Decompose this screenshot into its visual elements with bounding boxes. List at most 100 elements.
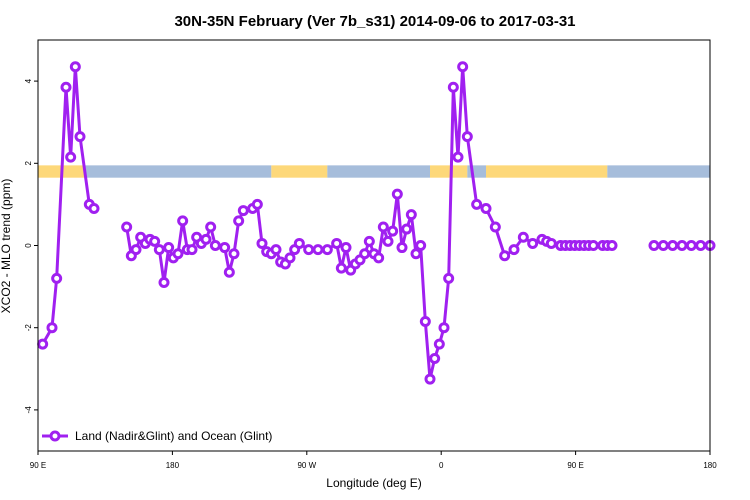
data-point [373, 252, 385, 264]
data-point [433, 338, 445, 350]
data-point [363, 235, 375, 247]
x-tick-label: 180 [703, 461, 717, 470]
data-point [401, 223, 413, 235]
data-point [153, 244, 165, 256]
data-point [331, 237, 343, 249]
x-tick-label: 90 E [30, 461, 46, 470]
data-point [205, 221, 217, 233]
y-tick-label: 2 [24, 161, 33, 166]
series-line [125, 65, 612, 381]
band-segment-ocean [607, 165, 710, 178]
chart-title: 30N-35N February (Ver 7b_s31) 2014-09-06… [174, 13, 575, 30]
y-tick-label: -2 [24, 324, 33, 332]
data-point [74, 131, 86, 143]
legend-label: Land (Nadir&Glint) and Ocean (Glint) [75, 429, 272, 443]
data-point [429, 353, 441, 365]
data-point [480, 203, 492, 215]
data-point [424, 373, 436, 385]
x-tick-label: 180 [166, 461, 180, 470]
data-point [667, 240, 679, 251]
data-point [382, 235, 394, 247]
data-point [163, 242, 175, 254]
data-point [415, 240, 427, 251]
data-point [130, 244, 142, 256]
data-point [419, 316, 431, 328]
data-point [284, 252, 296, 264]
data-point [461, 131, 473, 143]
y-axis-label: XCO2 - MLO trend (ppm) [0, 179, 13, 314]
data-point [303, 244, 315, 256]
data-point [410, 248, 422, 260]
data-point [359, 248, 371, 260]
data-point [251, 198, 263, 210]
data-point [471, 198, 483, 210]
data-point [88, 203, 100, 215]
band-segment-ocean [327, 165, 430, 178]
data-point [396, 242, 408, 254]
data-point [405, 209, 417, 221]
data-point [158, 276, 170, 288]
data-point [51, 272, 63, 284]
data-point [508, 244, 520, 256]
data-point [443, 272, 455, 284]
band-segment-land [486, 165, 608, 178]
x-tick-label: 90 E [567, 461, 583, 470]
data-point [219, 242, 231, 254]
data-point [223, 266, 235, 278]
data-point [312, 244, 324, 256]
data-point [321, 244, 333, 256]
data-point [685, 240, 697, 251]
x-tick-label: 0 [439, 461, 444, 470]
data-point [438, 322, 450, 334]
y-tick-label: -4 [24, 406, 33, 414]
x-axis-label: Longitude (deg E) [326, 476, 421, 490]
x-tick-label: 90 W [297, 461, 316, 470]
data-point [335, 262, 347, 274]
data-point [527, 237, 539, 249]
y-tick-label: 0 [24, 243, 33, 248]
data-point [121, 221, 133, 233]
data-point [69, 61, 81, 73]
data-point [200, 233, 212, 245]
data-point [237, 205, 249, 217]
data-point [517, 231, 529, 243]
data-point [377, 221, 389, 233]
data-point [256, 237, 268, 249]
band-segment-land [430, 165, 468, 178]
y-tick-label: 4 [24, 78, 33, 83]
x-axis: 90 E 180 90 W 0 90 E 180 [30, 451, 717, 470]
data-point [270, 244, 282, 256]
data-point [457, 61, 469, 73]
land-ocean-band [38, 165, 710, 178]
series-layer [37, 61, 716, 385]
data-point [209, 240, 221, 251]
data-point [499, 250, 511, 262]
legend: Land (Nadir&Glint) and Ocean (Glint) [42, 429, 272, 443]
data-point [60, 81, 72, 93]
data-point [452, 151, 464, 163]
data-point [233, 215, 245, 227]
data-point [657, 240, 669, 251]
data-point [489, 221, 501, 233]
band-segment-ocean [84, 165, 272, 178]
data-point [149, 235, 161, 247]
data-point [293, 237, 305, 249]
data-point [587, 240, 599, 251]
band-segment-land [271, 165, 328, 178]
data-point [676, 240, 688, 251]
data-point [228, 248, 240, 260]
data-point [172, 248, 184, 260]
data-point [391, 188, 403, 200]
data-point [340, 242, 352, 254]
data-point [606, 240, 618, 251]
data-point [545, 237, 557, 249]
data-point [37, 338, 49, 350]
data-point [447, 81, 459, 93]
data-point [695, 240, 707, 251]
data-point [65, 151, 77, 163]
data-point [186, 244, 198, 256]
y-axis: -4 -2 0 2 4 [24, 78, 38, 413]
data-point [177, 215, 189, 227]
data-point [648, 240, 660, 251]
